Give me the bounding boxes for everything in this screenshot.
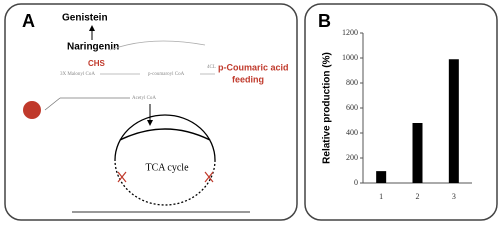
- y-tick-label: 600: [346, 103, 358, 112]
- arrow: [119, 128, 211, 141]
- node-label: Naringenin: [67, 42, 119, 53]
- feeding-label: feeding: [232, 74, 264, 84]
- y-tick-label: 800: [346, 78, 358, 87]
- page: {"panel_a": {"label": "A", "genistein": …: [4, 3, 498, 221]
- figure: A Genistein Naringenin CHS 3X Malonyl Co…: [4, 3, 498, 221]
- bar: [376, 171, 387, 183]
- y-axis-label: Relative production (%): [322, 52, 333, 164]
- y-tick-label: 400: [346, 128, 358, 137]
- panel-frame: [304, 3, 498, 221]
- x-tick-label: 2: [416, 192, 420, 201]
- x-tick-label: 3: [452, 192, 456, 201]
- y-tick-label: 1000: [342, 53, 358, 62]
- cycle-label: TCA cycle: [145, 162, 189, 173]
- y-tick-label: 0: [354, 178, 358, 187]
- arrow: [109, 40, 206, 51]
- knockout: [117, 171, 214, 183]
- panel-label: A: [22, 11, 35, 31]
- node-label: Genistein: [62, 13, 108, 24]
- arrow: [44, 97, 130, 111]
- y-tick-label: 200: [346, 153, 358, 162]
- node-label: p-coumaroyl CoA: [148, 72, 185, 77]
- bar: [412, 123, 423, 183]
- node-label: 3X Malonyl CoA: [60, 72, 95, 77]
- cycle-arc: [114, 114, 216, 161]
- y-tick-label: 1200: [342, 28, 358, 37]
- bar: [448, 59, 459, 183]
- enzyme-label: 4CL: [207, 65, 216, 70]
- feeding-label: p-Coumaric acid: [218, 62, 289, 72]
- panel-label: B: [318, 11, 331, 31]
- enzyme-label: CHS: [88, 59, 106, 68]
- cell-icon: [23, 101, 41, 119]
- x-tick-label: 1: [379, 192, 383, 201]
- panel-frame: [4, 3, 298, 221]
- node-label: Acetyl CoA: [132, 96, 156, 101]
- plot: 0 200 400 600 800 1000 1200 1 2 3: [342, 28, 472, 201]
